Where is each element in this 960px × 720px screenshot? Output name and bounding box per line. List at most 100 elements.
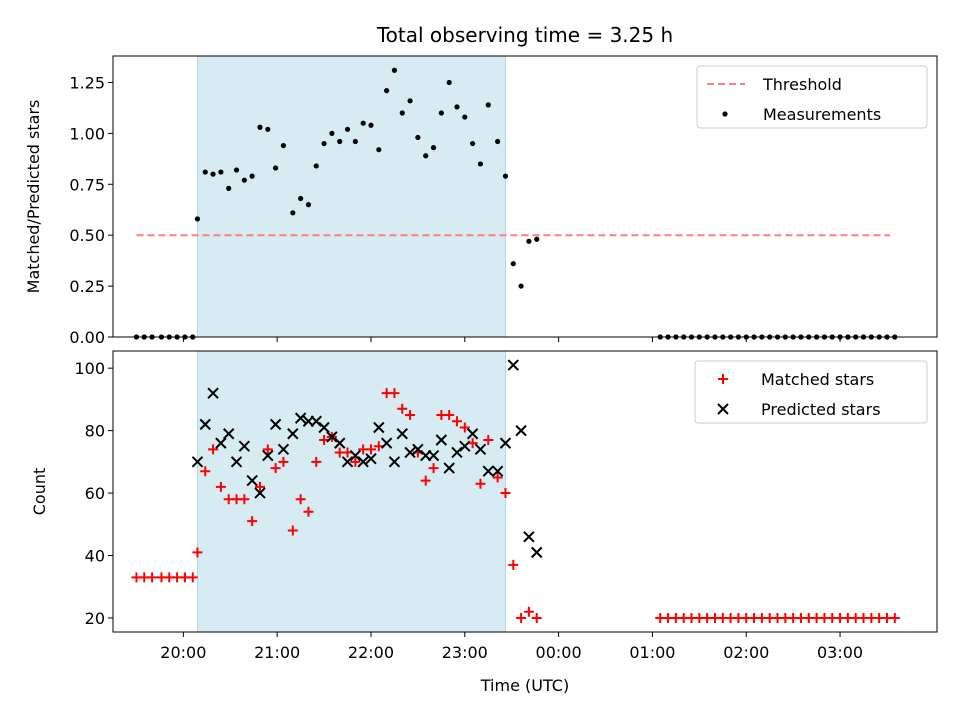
measurement-point [485, 102, 491, 108]
matched-star-point [295, 494, 306, 505]
predicted-star-point [222, 428, 235, 440]
count-legend [694, 360, 928, 424]
matched-star-point [483, 434, 494, 445]
predicted-star-point [482, 465, 494, 477]
ratio-plot-frame [112, 55, 938, 338]
predicted-star-point [277, 443, 290, 456]
matched-star-point [889, 612, 900, 623]
measurement-point [313, 163, 319, 169]
chart-title: Total observing time = 3.25 h [376, 23, 673, 47]
predicted-star-point [491, 465, 504, 477]
predicted-star-point [380, 437, 393, 449]
measurement-point [305, 202, 312, 208]
x-axis-label: Time (UTC) [480, 676, 569, 695]
predicted-star-point [435, 434, 448, 446]
x-tick-label: 21:00 [254, 643, 300, 662]
predicted-star-point [466, 428, 479, 440]
x-tick-label: 00:00 [536, 643, 582, 662]
count-y-tick-label: 20 [85, 609, 105, 628]
ratio-y-tick-label: 0.75 [69, 175, 105, 194]
predicted-star-point [523, 531, 535, 543]
measurement-point [218, 169, 224, 175]
matched-star-point [365, 444, 376, 455]
matched-star-point [451, 416, 462, 427]
ratio-legend [696, 65, 928, 129]
predicted-star-point [443, 462, 455, 474]
measurement-point [470, 140, 476, 147]
legend-label: Threshold [762, 75, 842, 94]
matched-star-point [147, 572, 158, 583]
ratio-y-tick-label: 0.00 [69, 328, 105, 347]
predicted-star-point [365, 453, 377, 465]
x-tick-label: 01:00 [629, 643, 675, 662]
measurement-point [352, 138, 358, 145]
x-tick-label: 23:00 [442, 643, 488, 662]
legend-matched-swatch [718, 374, 728, 384]
measurement-point [446, 79, 452, 86]
measurement-point [384, 88, 390, 94]
matched-star-point [508, 559, 519, 570]
measurement-point [273, 165, 279, 171]
count-observing-window [196, 350, 506, 633]
predicted-star-point [427, 449, 440, 462]
matched-star-point [270, 463, 281, 474]
predicted-star-point [507, 359, 519, 371]
matched-star-point [192, 547, 203, 558]
measurement-point [526, 238, 532, 244]
matched-star-point [420, 475, 431, 486]
matched-star-point [459, 422, 470, 433]
measurement-point [202, 169, 208, 175]
count-panel: 20 40 60 80 100 20:00 21:00 22:00 23:00 00:00 01:0… [74, 350, 938, 662]
top-y-axis-label: Matched/Predicted stars [24, 100, 43, 294]
ratio-y-tick-label: 0.25 [69, 277, 105, 296]
matched-star-point [200, 466, 211, 477]
count-y-tick-label: 60 [85, 484, 105, 503]
measurement-point [438, 110, 444, 116]
measurement-point [257, 124, 263, 130]
legend-label: Matched stars [761, 370, 874, 389]
ratio-panel: 0.00 0.25 0.50 0.75 1.00 1.25 Threshold Measure… [69, 55, 938, 347]
measurement-point [477, 161, 484, 167]
measurement-point [290, 210, 296, 216]
count-y-tick-label: 80 [85, 422, 105, 441]
bottom-y-axis-label: Count [30, 468, 49, 516]
measurement-point [329, 130, 335, 136]
predicted-star-point [310, 415, 322, 427]
predicted-star-point [404, 446, 416, 459]
measurement-point [210, 171, 216, 177]
matched-star-point [389, 388, 400, 399]
measurement-point [337, 138, 343, 145]
measurement-point [321, 140, 327, 147]
measurement-point [226, 185, 232, 191]
legend-measurement-swatch [722, 111, 728, 117]
predicted-star-point [341, 456, 354, 468]
predicted-star-point [459, 440, 471, 452]
measurement-point [415, 134, 421, 141]
predicted-star-point [238, 440, 251, 452]
matched-star-point [350, 456, 361, 467]
predicted-star-point [191, 456, 204, 468]
predicted-star-point [412, 443, 424, 456]
predicted-star-point [474, 443, 487, 456]
matched-star-point [397, 403, 408, 414]
x-tick-label: 02:00 [723, 643, 769, 662]
predicted-star-point [326, 431, 338, 443]
measurement-point [194, 216, 201, 222]
predicted-star-point [269, 418, 282, 431]
ratio-y-tick-label: 1.25 [69, 73, 105, 92]
predicted-star-point [215, 437, 227, 449]
legend-predicted-swatch [717, 403, 729, 415]
matched-star-point [239, 494, 250, 505]
x-tick-label: 20:00 [160, 643, 206, 662]
measurement-point [430, 145, 437, 151]
x-tick-label: 03:00 [817, 643, 863, 662]
matched-star-point [303, 506, 314, 517]
measurement-point [376, 147, 382, 153]
predicted-star-point [531, 546, 543, 559]
count-y-tick-label: 40 [85, 547, 105, 566]
predicted-star-point [334, 437, 346, 449]
predicted-star-point [199, 418, 211, 431]
measurement-point [368, 122, 374, 128]
matched-star-point [475, 478, 486, 489]
